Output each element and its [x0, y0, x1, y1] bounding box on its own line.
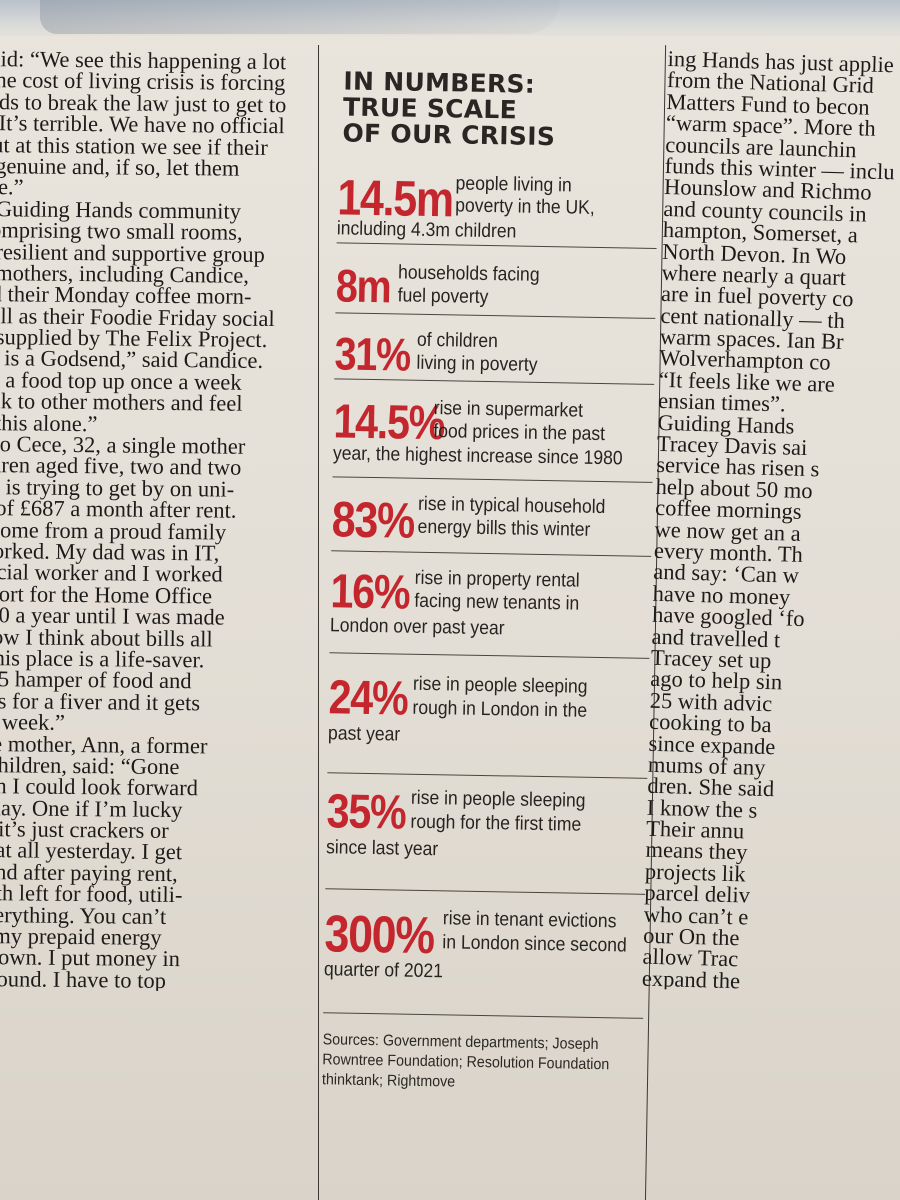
stat-text-line: rise in people sleeping [412, 672, 588, 698]
stat-text-line: rough in London in the [412, 696, 588, 722]
stat-text-line: quarter of 2021 [323, 958, 444, 983]
stat-text-line: households facing [397, 261, 540, 286]
stat-text-line: fuel poverty [397, 284, 489, 309]
stat-number: 8m [335, 259, 391, 313]
stat-text-line: facing new tenants in [414, 589, 580, 615]
heading-line-3: OF OUR CRISIS [342, 118, 556, 152]
stat-item: 14.5m people living in poverty in the UK… [337, 169, 678, 242]
divider [334, 378, 655, 385]
divider [332, 476, 653, 483]
stat-text-line: poverty in the UK, [455, 194, 595, 219]
stat-text-line: rise in typical household [417, 492, 606, 519]
stat-text-line: rise in people sleeping [410, 786, 586, 812]
stat-item: 83% rise in typical household energy bil… [331, 491, 672, 548]
stat-text-line: rough for the first time [410, 810, 582, 836]
stat-text-line: living in poverty [416, 351, 538, 376]
column-rule-left [318, 45, 319, 1200]
stat-text-line: of children [416, 328, 499, 353]
stat-number: 14.5m [336, 169, 454, 228]
stat-number: 300% [324, 905, 435, 966]
stat-text-line: including 4.3m children [336, 217, 517, 243]
stat-item: 31% of children living in poverty [334, 327, 675, 380]
stat-text-line: since last year [325, 836, 439, 861]
stat-item: 300% rise in tenant evictions in London … [324, 905, 665, 982]
article-text-line: k round. I have to top [0, 965, 167, 993]
stat-number: 35% [326, 785, 406, 840]
in-numbers-factbox: IN NUMBERS: TRUE SCALE OF OUR CRISIS 14.… [298, 48, 677, 1174]
divider [327, 772, 648, 779]
stat-text-line: London over past year [329, 614, 505, 640]
stat-item: 16% rise in property rental facing new t… [330, 565, 671, 639]
stat-item: 14.5% rise in supermarket food prices in… [333, 395, 674, 469]
right-article-column: ing Hands has just applie from the Nation… [642, 48, 900, 996]
folded-page-edge [0, 0, 900, 36]
divider [329, 652, 650, 659]
stat-number: 24% [328, 671, 408, 726]
divider [323, 1012, 644, 1019]
stat-number: 83% [331, 491, 415, 549]
stat-text-line: in London since second [442, 931, 627, 957]
left-article-column: said: “We see this happening a lot The co… [0, 48, 290, 992]
divider [325, 888, 646, 895]
stat-text-line: year, the highest increase since 1980 [332, 442, 623, 470]
stat-text-line: food prices in the past [433, 420, 606, 446]
stat-text-line: energy bills this winter [417, 515, 591, 541]
factbox-heading: IN NUMBERS: TRUE SCALE OF OUR CRISIS [342, 66, 677, 152]
stat-number: 31% [334, 327, 411, 381]
stat-item: 8m households facing fuel poverty [335, 259, 676, 312]
divider [336, 242, 657, 249]
stat-text-line: rise in supermarket [433, 397, 584, 422]
stat-text-line: people living in [455, 172, 572, 197]
sources-note: Sources: Government departments; Joseph … [322, 1030, 636, 1095]
stat-item: 35% rise in people sleeping rough for th… [326, 785, 667, 860]
divider [331, 550, 652, 557]
stat-number: 16% [330, 565, 410, 620]
stat-text-line: rise in tenant evictions [442, 907, 617, 933]
stat-number: 14.5% [333, 395, 445, 451]
stat-text-line: past year [327, 722, 401, 746]
stat-text-line: rise in property rental [414, 566, 580, 592]
divider [335, 312, 656, 319]
stat-item: 24% rise in people sleeping rough in Lon… [328, 671, 669, 745]
